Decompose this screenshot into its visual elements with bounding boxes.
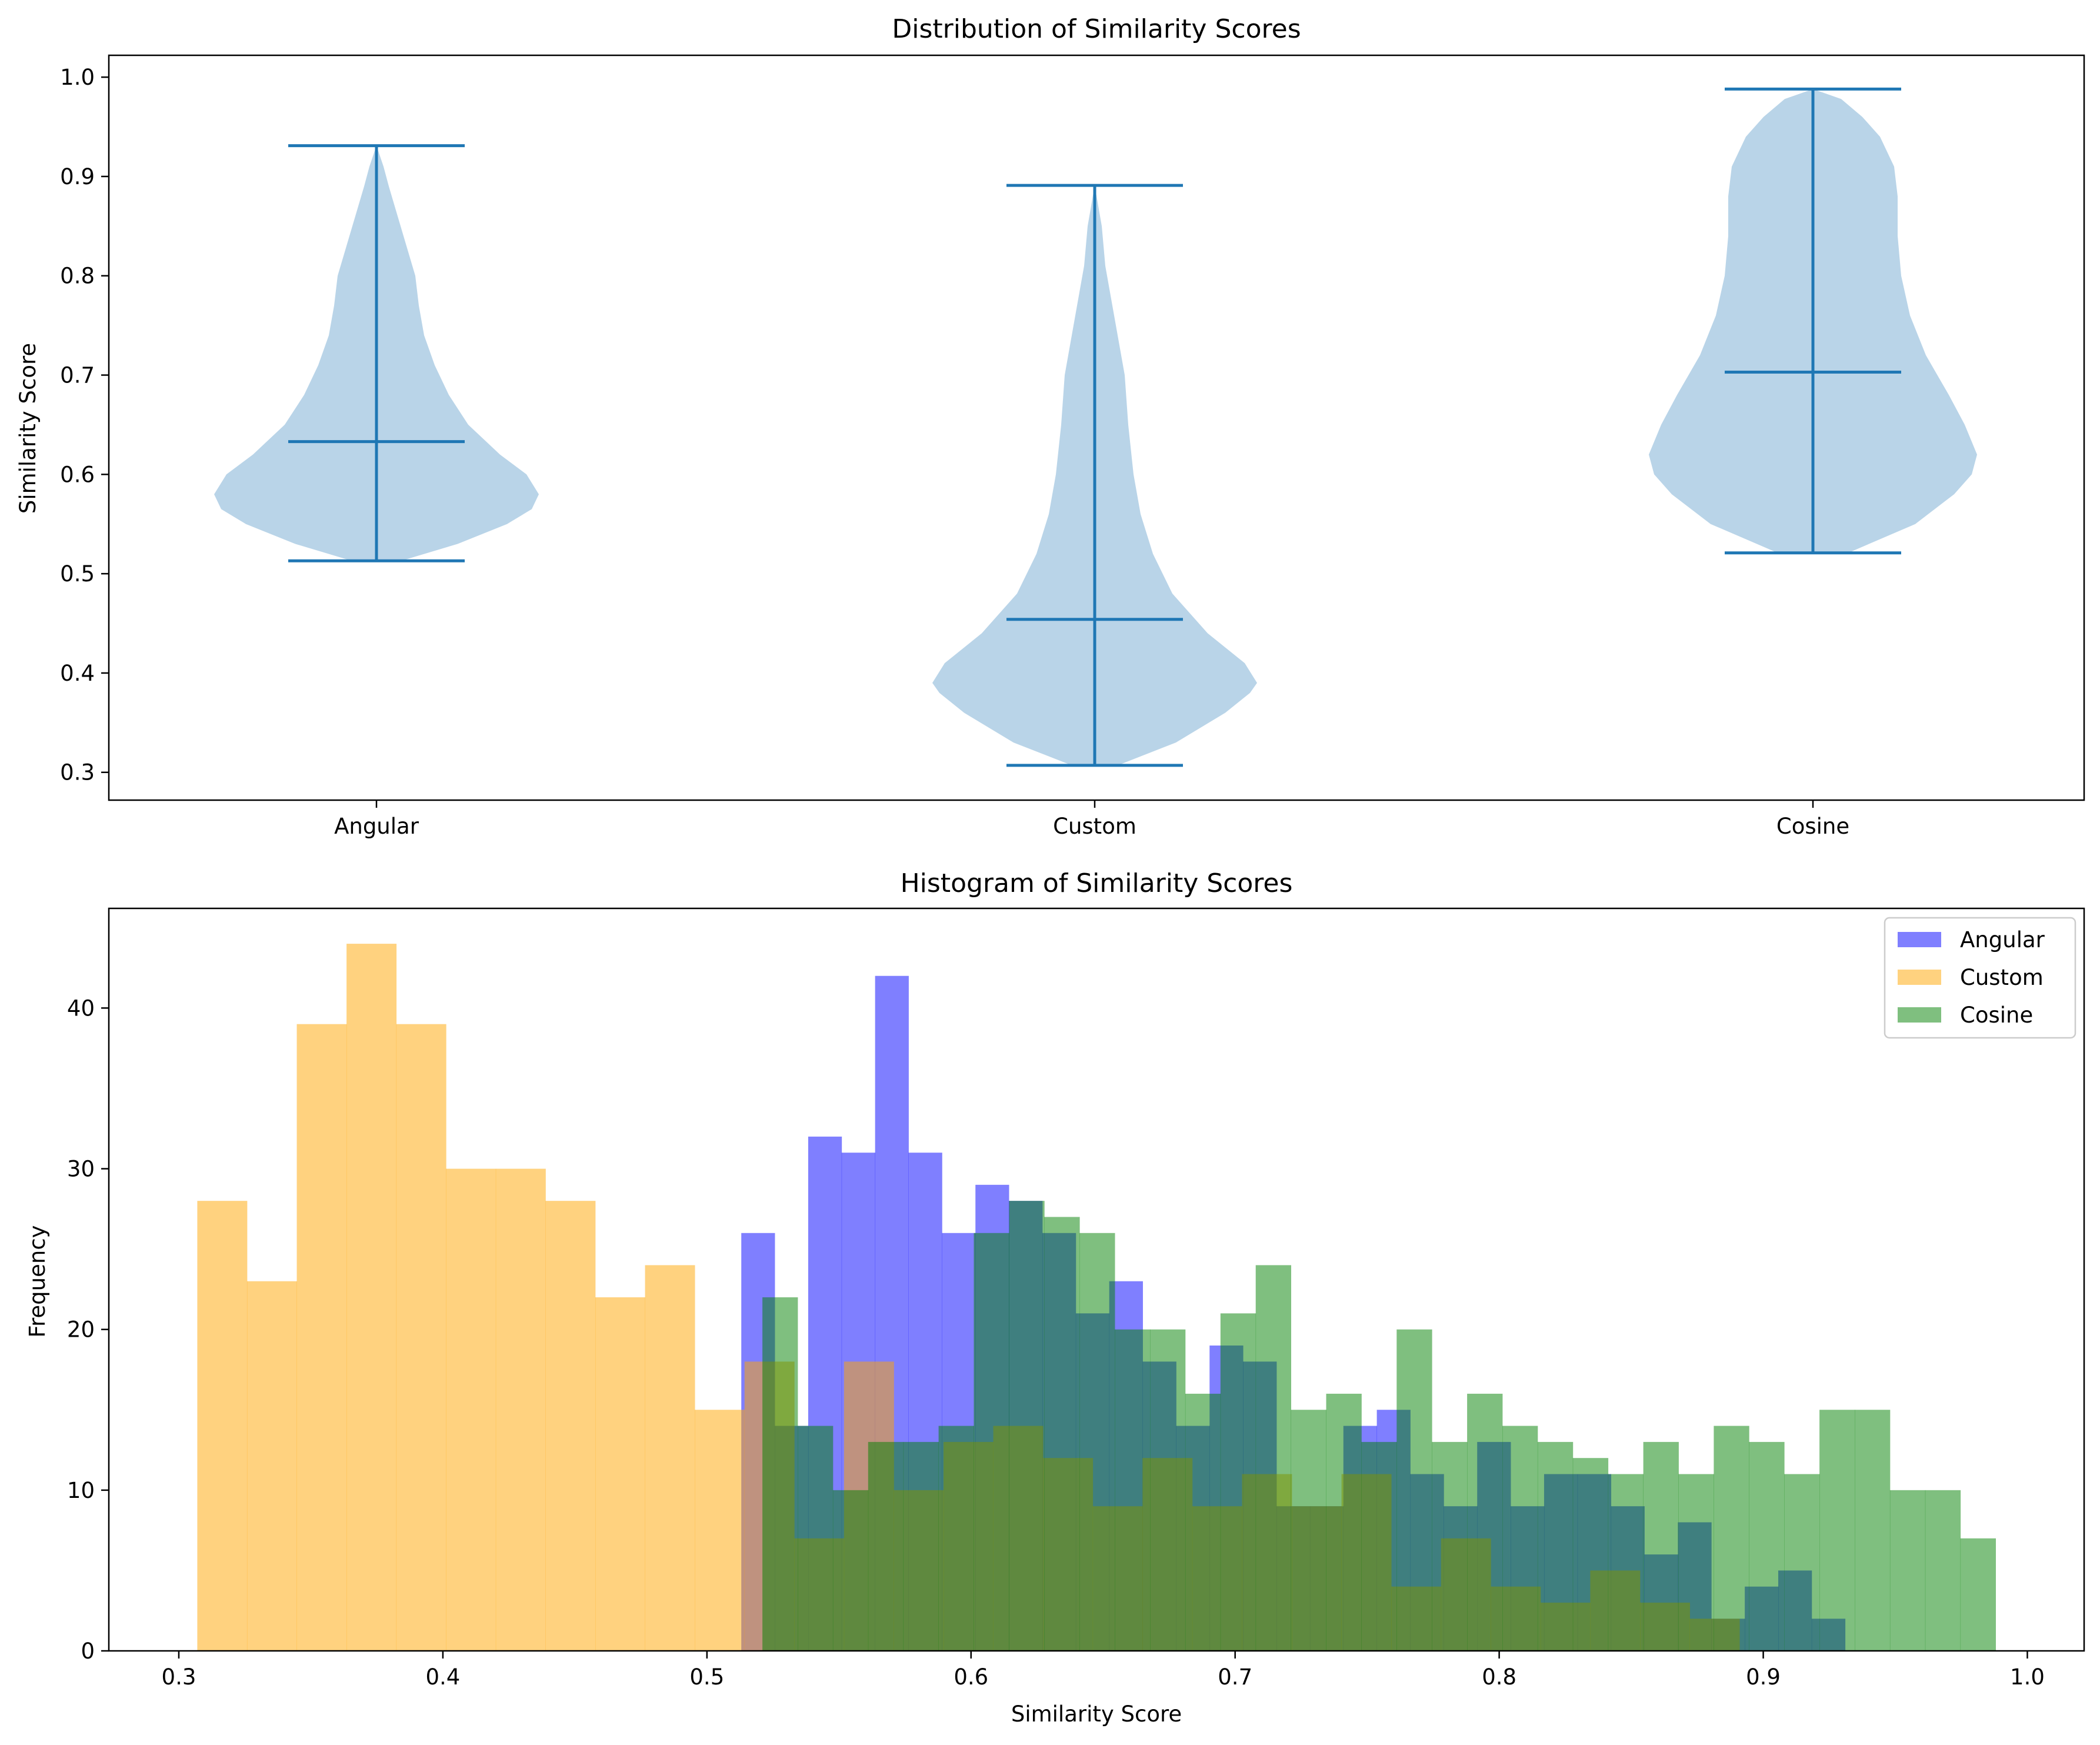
violin-plot-frame xyxy=(108,54,2085,801)
histogram-bar xyxy=(1291,1410,1326,1651)
histogram-bar xyxy=(296,1024,347,1651)
histogram-bar xyxy=(1115,1329,1151,1651)
legend-label: Cosine xyxy=(1960,1003,2033,1028)
histogram-bar xyxy=(1678,1474,1714,1651)
histogram-bar xyxy=(1925,1490,1961,1651)
histogram-bar xyxy=(832,1490,869,1651)
histogram-bar xyxy=(595,1297,645,1651)
histogram-bar xyxy=(545,1201,596,1651)
histogram-bar xyxy=(1467,1393,1503,1651)
histogram-bar xyxy=(1889,1490,1926,1651)
histogram-plot-frame xyxy=(108,907,2085,1652)
x-tick-label: 0.6 xyxy=(954,1664,988,1690)
histogram-bar xyxy=(1326,1393,1362,1651)
y-tick-label: 0.3 xyxy=(60,760,95,785)
histogram-bar xyxy=(1044,1217,1080,1651)
histogram-series-cosine xyxy=(762,1201,1996,1651)
histogram-bar xyxy=(1361,1441,1397,1651)
histogram-bar xyxy=(1255,1265,1292,1651)
histogram-panel: Histogram of Similarity Scores Frequency… xyxy=(25,868,2085,1727)
histogram-bar xyxy=(903,1441,939,1651)
histogram-bar xyxy=(1537,1441,1574,1651)
histogram-legend: Angular Custom Cosine xyxy=(1884,917,2076,1039)
histogram-bar xyxy=(346,944,397,1651)
y-tick-label: 0.7 xyxy=(60,363,95,388)
histogram-bar xyxy=(1502,1426,1538,1651)
histogram-bar xyxy=(396,1024,446,1651)
violin-y-axis-label: Similarity Score xyxy=(15,343,41,514)
histogram-chart-title: Histogram of Similarity Scores xyxy=(901,868,1293,898)
y-tick-label: 0.6 xyxy=(60,462,95,487)
x-tick-label: 0.4 xyxy=(425,1664,460,1690)
legend-label: Angular xyxy=(1960,927,2045,953)
histogram-bar xyxy=(197,1201,248,1651)
y-tick-label: 10 xyxy=(67,1478,95,1503)
y-tick-label: 40 xyxy=(67,995,95,1021)
histogram-bar xyxy=(974,1233,1009,1651)
x-tick-label: Angular xyxy=(334,814,419,839)
y-tick-label: 0.5 xyxy=(60,561,95,587)
histogram-bar xyxy=(1608,1474,1644,1651)
histogram-bar xyxy=(446,1168,496,1651)
histogram-bar xyxy=(798,1426,834,1651)
histogram-bar xyxy=(1009,1201,1045,1651)
histogram-bar xyxy=(1714,1426,1749,1651)
histogram-bar xyxy=(1819,1410,1855,1651)
violin-chart-title: Distribution of Similarity Scores xyxy=(892,14,1301,44)
x-tick-label: Custom xyxy=(1053,814,1136,839)
y-tick-label: 20 xyxy=(67,1317,95,1343)
histogram-x-axis-label: Similarity Score xyxy=(1011,1701,1182,1727)
y-tick-label: 0.9 xyxy=(60,164,95,189)
y-tick-label: 1.0 xyxy=(60,65,95,90)
histogram-y-axis-label: Frequency xyxy=(25,1225,50,1337)
histogram-bar xyxy=(868,1441,904,1651)
histogram-bar xyxy=(1855,1410,1891,1651)
x-tick-label: 0.5 xyxy=(689,1664,724,1690)
legend-swatch xyxy=(1898,932,1941,947)
y-tick-label: 0.4 xyxy=(60,661,95,686)
histogram-bar xyxy=(1784,1474,1820,1651)
histogram-bar xyxy=(246,1281,297,1651)
x-tick-label: 0.7 xyxy=(1218,1664,1252,1690)
histogram-bar xyxy=(1079,1233,1115,1651)
legend-swatch xyxy=(1898,1007,1941,1023)
histogram-bar xyxy=(695,1410,745,1651)
histogram-bar xyxy=(645,1265,695,1651)
histogram-bar xyxy=(1643,1441,1679,1651)
histogram-bar xyxy=(1432,1441,1468,1651)
histogram-bars xyxy=(197,944,1996,1651)
x-tick-label: 0.3 xyxy=(162,1664,196,1690)
legend-label: Custom xyxy=(1960,965,2044,990)
violin-plot-panel: Distribution of Similarity Scores Simila… xyxy=(15,14,2085,839)
y-tick-label: 30 xyxy=(67,1157,95,1182)
y-tick-label: 0 xyxy=(81,1639,95,1664)
x-tick-label: Cosine xyxy=(1776,814,1849,839)
violin-x-axis-ticks: Angular Custom Cosine xyxy=(334,800,1849,839)
violin-summary-lines xyxy=(288,87,1901,767)
histogram-bar xyxy=(762,1297,798,1651)
histogram-bar xyxy=(1749,1441,1785,1651)
histogram-bar xyxy=(1572,1458,1609,1651)
histogram-bar xyxy=(1220,1313,1256,1651)
violin-y-axis-ticks: 0.3 0.4 0.5 0.6 0.7 0.8 0.9 1.0 xyxy=(60,65,109,785)
histogram-x-axis-ticks: 0.3 0.4 0.5 0.6 0.7 0.8 0.9 1.0 xyxy=(162,1651,2045,1690)
histogram-bar xyxy=(1960,1538,1996,1651)
x-tick-label: 0.8 xyxy=(1482,1664,1516,1690)
histogram-bar xyxy=(1185,1393,1221,1651)
histogram-bar xyxy=(1396,1329,1432,1651)
histogram-y-axis-ticks: 0 10 20 30 40 xyxy=(67,995,109,1664)
x-tick-label: 1.0 xyxy=(2010,1664,2045,1690)
x-tick-label: 0.9 xyxy=(1746,1664,1781,1690)
histogram-bar xyxy=(1150,1329,1186,1651)
histogram-bar xyxy=(495,1168,546,1651)
legend-swatch xyxy=(1898,970,1941,985)
histogram-bar xyxy=(938,1426,974,1651)
y-tick-label: 0.8 xyxy=(60,264,95,289)
